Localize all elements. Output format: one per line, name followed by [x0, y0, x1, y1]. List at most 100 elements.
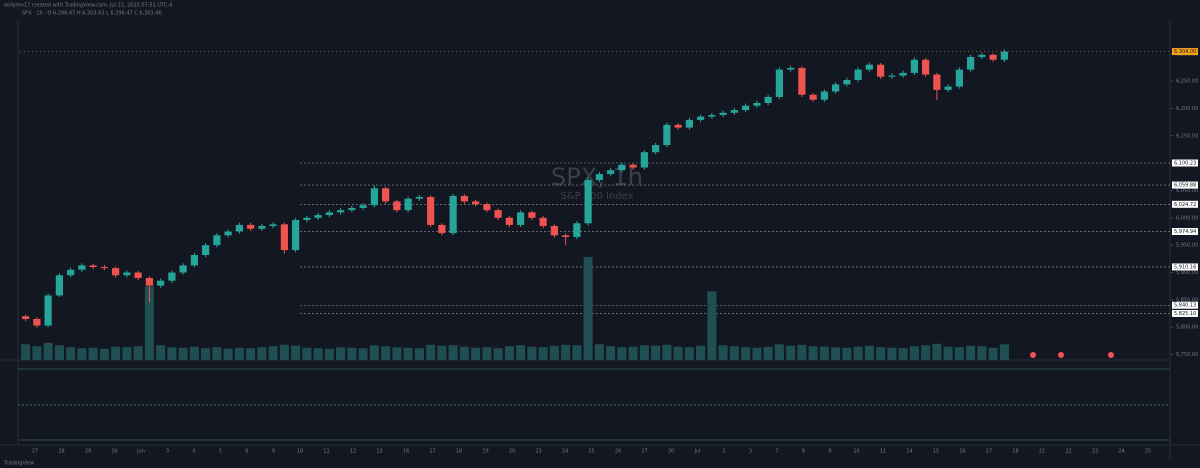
last-price-label: 6,304.00 [1174, 49, 1196, 55]
candle-body [685, 119, 693, 128]
level-label: 6,024.72 [1174, 202, 1196, 208]
volume-bar [167, 347, 177, 360]
x-tick-label: 8 [802, 449, 805, 455]
x-tick-label: 16 [959, 449, 965, 455]
volume-bar [43, 342, 53, 360]
candle-body [202, 245, 210, 255]
candle-body [697, 116, 705, 120]
candle-body [618, 164, 626, 171]
candle-body [179, 265, 187, 273]
volume-bar [549, 345, 559, 360]
level-tag [1172, 263, 1198, 271]
candle-body [44, 295, 52, 326]
event-marker[interactable] [1030, 352, 1036, 358]
level-label: 5,974.94 [1174, 229, 1196, 235]
x-tick-label: 30 [668, 449, 674, 455]
volume-bar [212, 347, 222, 360]
candle-body [505, 217, 513, 225]
volume-bar [437, 345, 447, 360]
volume-bar [729, 346, 739, 360]
volume-bar [189, 346, 199, 360]
candle-body [55, 275, 63, 296]
volume-bar [977, 346, 987, 360]
volume-bar [268, 346, 278, 360]
x-tick-label: Jul [693, 449, 700, 455]
candle-body [573, 223, 581, 237]
x-tick-label: 3 [166, 449, 169, 455]
volume-bar [426, 344, 436, 360]
candle-body [494, 210, 502, 218]
x-tick-label: 22 [1065, 449, 1071, 455]
x-tick-label: 2 [722, 449, 725, 455]
x-tick-label: 13 [376, 449, 382, 455]
volume-bar [583, 256, 593, 360]
level-tag [1172, 301, 1198, 309]
level-tag [1172, 309, 1198, 317]
candle-body [584, 180, 592, 224]
volume-bar [369, 345, 379, 360]
candle-body [472, 201, 480, 205]
event-marker[interactable] [1108, 352, 1114, 358]
candle-body [640, 152, 648, 168]
x-tick-label: 25 [588, 449, 594, 455]
volume-bar [493, 348, 503, 360]
volume-bar [673, 346, 683, 360]
candle-body [314, 215, 322, 218]
candle-body [78, 265, 86, 270]
candle-body [483, 204, 491, 211]
candle-body [449, 195, 457, 234]
level-tag [1172, 159, 1198, 167]
brand: TradingView [3, 461, 34, 467]
candle-body [708, 115, 716, 117]
x-tick-label: 28 [58, 449, 64, 455]
volume-bar [381, 346, 391, 360]
volume-bar [482, 347, 492, 360]
y-tick-label: 5,900.00 [1176, 270, 1198, 276]
volume-bar [988, 347, 998, 360]
volume-bar [662, 344, 672, 360]
candle-body [820, 91, 828, 100]
volume-bar [561, 344, 571, 360]
header-credit: dollytev17 created with TradingView.com,… [4, 3, 172, 9]
candle-body [775, 69, 783, 97]
volume-bar [718, 345, 728, 360]
candle-body [944, 86, 952, 90]
candle-body [989, 54, 997, 60]
volume-bar [853, 346, 863, 360]
volume-bar [831, 347, 841, 360]
event-marker[interactable] [1058, 352, 1064, 358]
candle-body [190, 255, 198, 266]
candle-body [134, 272, 142, 278]
volume-bar [606, 346, 616, 360]
candle-body [719, 112, 727, 115]
candle-body [382, 188, 390, 202]
level-tag [1172, 200, 1198, 208]
x-tick-label: 12 [350, 449, 356, 455]
x-tick-label: 9 [828, 449, 831, 455]
candle-body [787, 67, 795, 70]
candle-body [370, 188, 378, 206]
volume-bar [392, 347, 402, 360]
candle-body [33, 318, 41, 326]
x-tick-label: 19 [482, 449, 488, 455]
volume-bar [864, 345, 874, 360]
volume-bar [797, 344, 807, 360]
candle-body [663, 124, 671, 146]
volume-bar [257, 347, 267, 360]
x-tick-label: 17 [429, 449, 435, 455]
candle-body [674, 124, 682, 128]
volume-bar [954, 347, 964, 360]
volume-bar [358, 348, 368, 360]
volume-bar [279, 344, 289, 360]
x-tick-label: 26 [615, 449, 621, 455]
x-tick-label: 18 [456, 449, 462, 455]
y-tick-label: 5,950.00 [1176, 243, 1198, 249]
volume-bar [628, 346, 638, 360]
volume-bar [887, 347, 897, 360]
last-price-tag [1172, 48, 1198, 56]
volume-bar [921, 345, 931, 360]
volume-bar [898, 348, 908, 360]
volume-bar [909, 346, 919, 360]
candle-body [235, 224, 243, 232]
x-tick-label: 14 [906, 449, 912, 455]
